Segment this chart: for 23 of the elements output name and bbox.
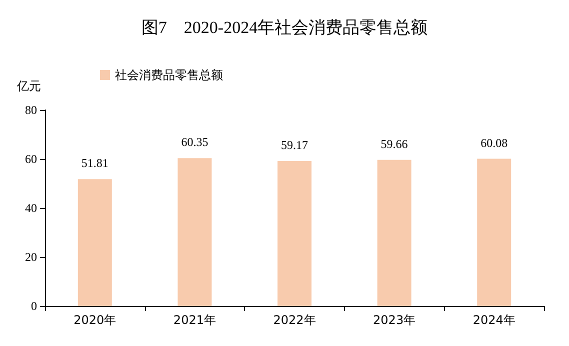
bar xyxy=(377,160,412,306)
y-tick-label: 0 xyxy=(31,299,37,313)
y-tick-label: 80 xyxy=(25,103,37,117)
data-label: 59.17 xyxy=(281,138,308,152)
bar xyxy=(477,158,512,306)
x-tick-label: 2020年 xyxy=(74,313,116,327)
x-tick-label: 2022年 xyxy=(273,313,316,327)
x-tick-label: 2023年 xyxy=(373,313,416,327)
data-label: 60.35 xyxy=(181,135,208,150)
y-tick-label: 40 xyxy=(25,201,37,215)
data-label: 59.66 xyxy=(380,136,408,151)
legend-label: 社会消费品零售总额 xyxy=(115,68,223,82)
x-tick-label: 2024年 xyxy=(472,313,516,327)
bar xyxy=(78,179,112,306)
y-tick-label: 20 xyxy=(25,250,37,264)
x-tick-label: 2021年 xyxy=(173,313,216,327)
data-label: 51.81 xyxy=(81,156,108,170)
bar xyxy=(178,158,212,306)
chart-title: 图7 2020-2024年社会消费品零售总额 xyxy=(141,18,428,37)
y-axis-title: 亿元 xyxy=(16,79,41,93)
data-label: 60.08 xyxy=(480,136,508,150)
bar xyxy=(278,161,312,306)
y-tick-label: 60 xyxy=(25,152,37,166)
